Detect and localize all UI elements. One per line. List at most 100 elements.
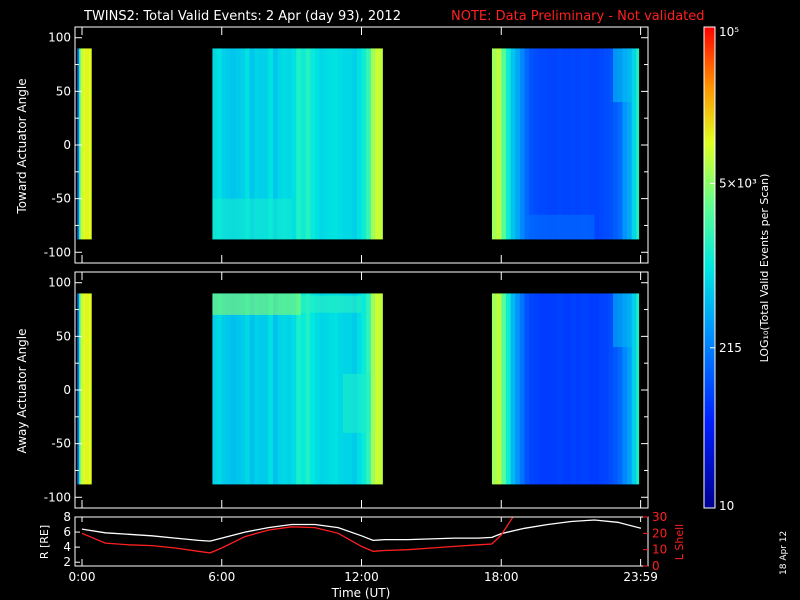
heatmap-column: [627, 48, 633, 240]
heatmap-column: [608, 293, 614, 485]
heatmap-column: [594, 48, 600, 240]
heatmap-column: [575, 48, 581, 240]
colorbar-tick-label: 10: [719, 499, 734, 513]
heatmap-column: [557, 48, 563, 240]
heatmap-column: [599, 293, 605, 485]
heatmap-column: [221, 48, 227, 240]
heatmap-column: [347, 48, 353, 240]
heatmap-column: [333, 48, 339, 240]
heatmap-column: [561, 293, 567, 485]
heatmap-column: [524, 48, 530, 240]
heatmap-column: [263, 48, 269, 240]
orbit-panel-frame: [74, 516, 649, 567]
away-x-ticks: [81, 272, 642, 508]
heatmap-column: [291, 293, 297, 485]
heatmap-column: [296, 293, 302, 485]
x-tick-label: 18:00: [484, 570, 519, 584]
heatmap-column: [375, 293, 381, 485]
heatmap-column: [212, 48, 218, 240]
heatmap-column: [501, 48, 507, 240]
heatmap-feature-upper-enhanced-band-faint: [300, 295, 362, 313]
heatmap-feature-late-top-bright: [613, 293, 632, 348]
heatmap-column: [375, 48, 381, 240]
heatmap-column: [240, 293, 246, 485]
heatmap-column: [259, 293, 265, 485]
heatmap-column: [622, 293, 628, 485]
heatmap-column: [282, 293, 288, 485]
heatmap-feature-bottom-edge-enhancement: [212, 198, 292, 240]
heatmap-column: [352, 48, 358, 240]
heatmap-column: [84, 48, 88, 240]
heatmap-column: [547, 293, 553, 485]
colorbar-label: LOG₁₀(Total Valid Events per Scan): [758, 174, 771, 363]
heatmap-column: [319, 48, 325, 240]
colorbar-tick-label: 215: [719, 341, 742, 355]
colorbar-ticks: 10⁵ 5×10³ 215 10: [710, 25, 757, 513]
heatmap-column: [529, 48, 535, 240]
heatmap-column: [226, 293, 232, 485]
heatmap-column: [231, 48, 237, 240]
away-y-axis: 100 50 0 -50 -100: [44, 276, 648, 504]
x-tick-label: 12:00: [344, 570, 379, 584]
heatmap-column: [631, 293, 637, 485]
heatmap-column: [599, 48, 605, 240]
heatmap-column: [613, 293, 619, 485]
toward-x-ticks: [81, 27, 642, 263]
preliminary-note: NOTE: Data Preliminary - Not validated: [451, 9, 705, 24]
heatmap-column: [552, 293, 558, 485]
date-stamp: 18 Apr 12: [779, 531, 789, 575]
heatmap-column: [226, 48, 232, 240]
heatmap-column: [524, 293, 530, 485]
heatmap-column: [617, 293, 623, 485]
heatmap-column: [272, 293, 279, 485]
heatmap-column: [538, 48, 544, 240]
y-tick-label: 100: [48, 31, 71, 45]
x-tick-label: 0:00: [69, 570, 96, 584]
heatmap-column: [305, 48, 311, 240]
heatmap-column: [515, 48, 521, 240]
heatmap-column: [282, 48, 288, 240]
heatmap-column: [496, 48, 502, 240]
heatmap-column: [631, 48, 637, 240]
heatmap-column: [543, 48, 549, 240]
heatmap-column: [366, 48, 372, 240]
toward-ylabel: Toward Actuator Angle: [15, 78, 29, 214]
lshell-tick-label: 10: [652, 543, 667, 557]
y-tick-label: -50: [51, 192, 71, 206]
heatmap-column: [212, 293, 218, 485]
heatmap-column: [491, 48, 497, 240]
heatmap-column: [300, 293, 306, 485]
heatmap-column: [314, 48, 320, 240]
r-tick-label: 6: [63, 525, 71, 539]
heatmap-column: [263, 293, 269, 485]
heatmap-column: [491, 293, 497, 485]
y-tick-label: -100: [44, 245, 71, 259]
heatmap-column: [594, 293, 600, 485]
heatmap-column: [300, 48, 306, 240]
orbit-lshell-line: [81, 517, 514, 554]
heatmap-column: [286, 293, 293, 485]
heatmap-column: [324, 48, 330, 240]
y-tick-label: 50: [56, 84, 71, 98]
r-tick-label: 2: [63, 555, 71, 569]
heatmap-column: [268, 48, 274, 240]
orbit-lines: [81, 517, 642, 554]
heatmap-column: [272, 48, 279, 240]
heatmap-column: [240, 48, 246, 240]
heatmap-column: [217, 48, 223, 240]
heatmap-column: [342, 48, 348, 240]
heatmap-column: [380, 48, 383, 240]
heatmap-column: [501, 293, 507, 485]
toward-panel: 100 50 0 -50 -100 Toward Actuator Angle: [15, 26, 649, 264]
y-tick-label: -50: [51, 437, 71, 451]
heatmap-column: [533, 293, 539, 485]
colorbar: 10⁵ 5×10³ 215 10 LOG₁₀(Total Valid Events p…: [703, 25, 771, 513]
heatmap-column: [356, 48, 362, 240]
heatmap-column: [221, 293, 227, 485]
heatmap-column: [566, 293, 572, 485]
y-tick-label: 50: [56, 329, 71, 343]
colorbar-tick-label: 5×10³: [719, 176, 757, 190]
heatmap-column: [510, 293, 516, 485]
heatmap-column: [77, 293, 80, 485]
